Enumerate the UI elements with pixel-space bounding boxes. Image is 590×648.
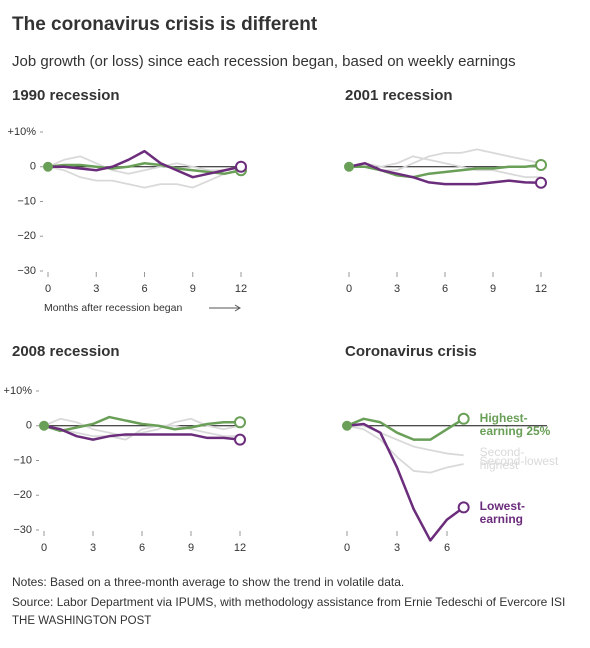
source: Source: Labor Department via IPUMS, with…: [12, 595, 565, 609]
legend-label: Second-lowest: [479, 453, 559, 468]
x-tick-label: 0: [344, 542, 350, 554]
y-tick-label: +10%: [8, 126, 37, 138]
series-line: [48, 149, 242, 179]
panel-title: Coronavirus crisis: [345, 343, 477, 360]
x-tick-label: 12: [234, 542, 246, 554]
end-point: [234, 433, 246, 446]
y-tick-label: +10%: [4, 385, 33, 397]
series-line: [47, 155, 242, 175]
series-line: [43, 417, 241, 438]
series-line: [47, 162, 242, 175]
end-point: [457, 412, 470, 425]
start-point: [39, 420, 49, 431]
x-tick-label: 0: [346, 283, 352, 295]
x-tick-label: 6: [139, 542, 145, 554]
x-tick-label: 0: [45, 283, 51, 295]
start-point: [342, 420, 352, 431]
x-tick-label: 9: [188, 542, 194, 554]
y-tick-label: −10: [13, 454, 32, 466]
y-tick-label: −30: [17, 265, 36, 277]
y-tick-label: −20: [17, 230, 36, 242]
series-line: [346, 422, 465, 542]
x-tick-label: 3: [394, 542, 400, 554]
panel-title: 2001 recession: [345, 87, 453, 104]
subtitle: Job growth (or loss) since each recessio…: [12, 53, 516, 70]
end-point: [535, 176, 547, 189]
series-line: [43, 424, 240, 441]
x-tick-label: 6: [444, 542, 450, 554]
y-tick-label: 0: [30, 161, 36, 173]
end-point: [535, 159, 547, 172]
legend-label: Second-highest: [479, 445, 525, 473]
x-tick-label: 3: [93, 283, 99, 295]
legend-label: Lowest-earning: [479, 499, 525, 527]
x-axis-label: Months after recession began: [44, 302, 182, 314]
series-line: [347, 424, 464, 457]
legend-label: Highest-earning 25%: [479, 410, 551, 438]
note: Notes: Based on a three-month average to…: [12, 575, 404, 589]
x-tick-label: 3: [90, 542, 96, 554]
x-tick-label: 3: [394, 283, 400, 295]
x-tick-label: 12: [535, 283, 547, 295]
x-tick-label: 6: [141, 283, 147, 295]
start-point: [344, 161, 354, 172]
y-tick-label: −30: [13, 524, 32, 536]
end-point: [234, 416, 246, 429]
series-line: [47, 165, 242, 189]
series-line: [346, 424, 464, 474]
title: The coronavirus crisis is different: [12, 14, 318, 35]
x-label-arrowhead: [234, 304, 241, 312]
x-tick-label: 9: [190, 283, 196, 295]
series-line: [43, 424, 241, 441]
end-point: [457, 501, 470, 514]
credit: THE WASHINGTON POST: [12, 615, 151, 627]
x-tick-label: 9: [490, 283, 496, 295]
series-line: [348, 162, 542, 186]
y-tick-label: −20: [13, 489, 32, 501]
series-line: [346, 417, 465, 441]
series-line: [43, 415, 240, 433]
x-tick-label: 6: [442, 283, 448, 295]
y-tick-label: 0: [26, 420, 32, 432]
panel-title: 2008 recession: [12, 343, 120, 360]
x-tick-label: 0: [41, 542, 47, 554]
y-tick-label: −10: [17, 195, 36, 207]
end-point: [235, 160, 247, 173]
panel-title: 1990 recession: [12, 87, 120, 104]
series-line: [348, 155, 541, 179]
x-tick-label: 12: [235, 283, 247, 295]
start-point: [43, 161, 53, 172]
